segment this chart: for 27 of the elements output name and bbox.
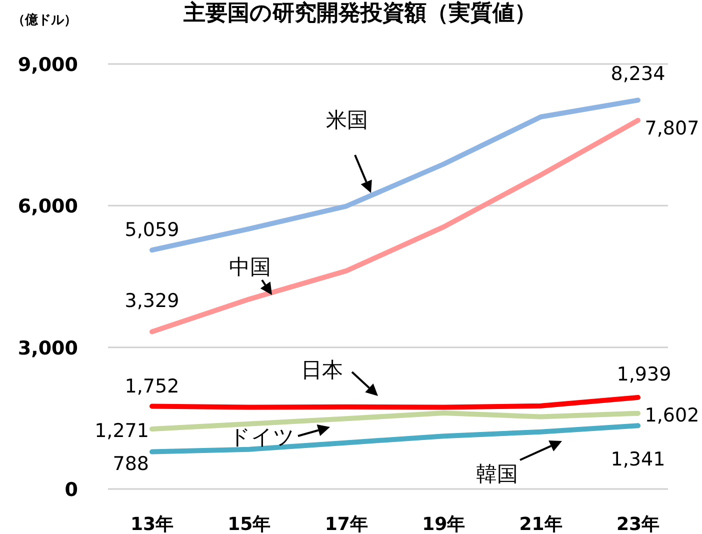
series-label: 韓国 <box>476 462 518 486</box>
y-tick-label: 0 <box>64 479 78 501</box>
series-label: 中国 <box>229 255 271 279</box>
data-label: 1,602 <box>644 404 700 426</box>
data-label: 1,271 <box>94 420 149 442</box>
series-label: 日本 <box>301 358 343 382</box>
data-label: 8,234 <box>610 63 666 86</box>
x-tick-label: 19年 <box>422 514 466 534</box>
x-tick-label: 17年 <box>324 514 368 534</box>
series-label: ドイツ <box>229 425 295 449</box>
data-label: 1,752 <box>124 375 180 398</box>
x-tick-label: 21年 <box>519 514 562 534</box>
data-label: 5,059 <box>124 219 180 242</box>
text: 米国 <box>326 108 368 132</box>
y-axis-title: （億ドル） <box>12 12 77 28</box>
data-label: 1,939 <box>616 363 672 386</box>
x-tick-label: 23年 <box>616 514 660 534</box>
data-label: 1,341 <box>610 448 666 471</box>
chart-title: 主要国の研究開発投資額（実質値） <box>182 0 536 26</box>
data-label: 7,807 <box>644 117 700 140</box>
y-tick-label: 3,000 <box>18 337 78 360</box>
data-label: 3,329 <box>124 290 180 312</box>
y-tick-label: 9,000 <box>18 54 78 76</box>
x-tick-label: 15年 <box>228 514 271 534</box>
y-tick-label: 6,000 <box>18 196 78 218</box>
data-label: 788 <box>112 452 149 475</box>
x-tick-label: 13年 <box>130 514 174 534</box>
